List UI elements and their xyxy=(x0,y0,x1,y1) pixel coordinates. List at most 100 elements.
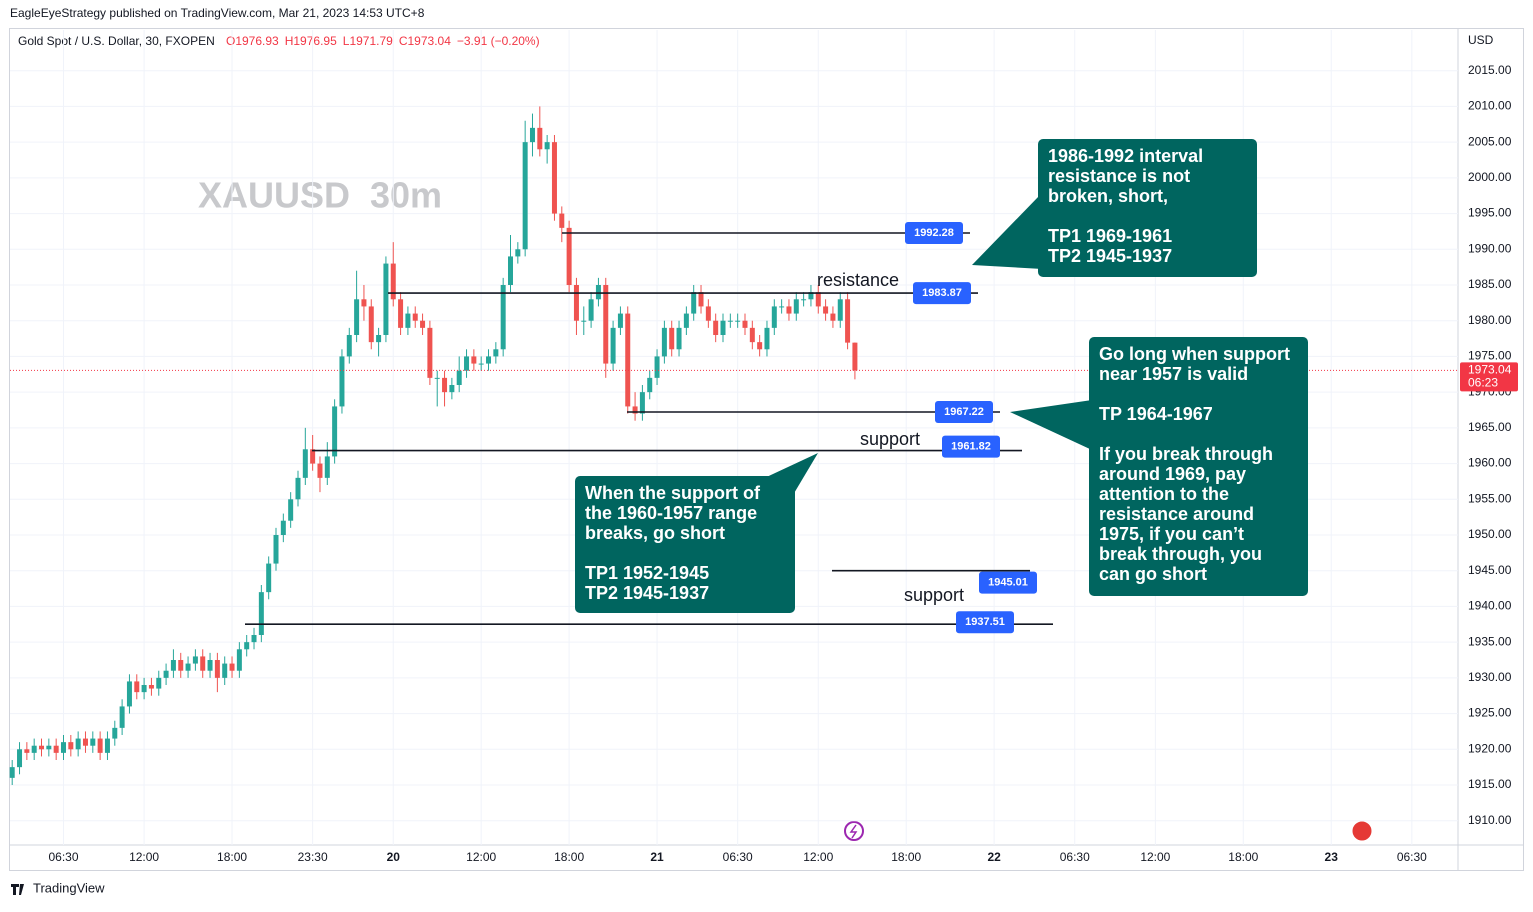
event-icon xyxy=(849,824,858,839)
candle-body xyxy=(486,356,492,364)
candle-body xyxy=(376,335,382,343)
candle-body xyxy=(288,499,294,521)
callout-text: Go long when support xyxy=(1099,344,1290,364)
y-tick-label: 1985.00 xyxy=(1468,277,1512,291)
y-tick-label: 1950.00 xyxy=(1468,527,1512,541)
candle-body xyxy=(207,660,213,671)
candle-body xyxy=(280,520,286,535)
level-label: 1967.22 xyxy=(944,406,984,418)
candle-body xyxy=(244,642,250,650)
event-icon[interactable] xyxy=(844,821,864,841)
candle-body xyxy=(266,563,272,593)
x-tick-label: 06:30 xyxy=(48,850,78,864)
candle-body xyxy=(412,313,418,321)
candle-body xyxy=(683,313,689,328)
candle-body xyxy=(46,745,52,750)
candle-body xyxy=(551,142,557,214)
candle-body xyxy=(617,313,623,328)
candle-body xyxy=(669,327,675,350)
candle-body xyxy=(830,313,836,321)
x-tick-label: 12:00 xyxy=(466,850,496,864)
x-tick-label: 18:00 xyxy=(891,850,921,864)
candle-body xyxy=(522,142,528,250)
candle-body xyxy=(346,335,352,357)
watermark: XAUUSD 30m xyxy=(198,175,442,216)
y-tick-label: 2010.00 xyxy=(1468,99,1512,113)
candle-body xyxy=(595,285,601,300)
ohlc-value: −3.91 (−0.20%) xyxy=(457,34,540,48)
callout-text: near 1957 is valid xyxy=(1099,364,1248,384)
candle-body xyxy=(647,377,653,393)
callout-tail xyxy=(1010,400,1092,450)
symbol: Gold Spot / U.S. Dollar, 30, FXOPEN xyxy=(18,34,215,48)
candle-body xyxy=(808,292,814,300)
candle-body xyxy=(222,663,228,678)
candle-body xyxy=(764,327,770,350)
candle-body xyxy=(332,406,338,457)
candle-body xyxy=(310,449,316,464)
callout-text: breaks, go short xyxy=(585,523,725,543)
candle-body xyxy=(801,299,807,301)
candle-body xyxy=(119,706,125,728)
countdown: 06:23 xyxy=(1468,376,1498,390)
level-label-box xyxy=(979,571,1037,594)
callout-text: attention to the xyxy=(1099,484,1229,504)
candle-body xyxy=(713,320,719,335)
x-tick-label: 06:30 xyxy=(1060,850,1090,864)
candle-body xyxy=(236,649,242,671)
flag-icon[interactable] xyxy=(1351,820,1373,842)
candle-body xyxy=(603,285,609,364)
candle-body xyxy=(75,738,81,750)
y-tick-label: 1945.00 xyxy=(1468,563,1512,577)
y-tick-label: 1995.00 xyxy=(1468,206,1512,220)
level-label: 1945.01 xyxy=(988,577,1028,589)
candle-body xyxy=(200,656,206,671)
last-price-box xyxy=(1460,362,1518,392)
candle-body xyxy=(823,306,829,314)
candle-body xyxy=(53,745,59,753)
callout-text: TP1 1952-1945 xyxy=(585,563,709,583)
candle-body xyxy=(39,745,45,750)
y-tick-label: 1930.00 xyxy=(1468,670,1512,684)
ohlc-value: C1973.04 xyxy=(399,34,451,48)
candle-body xyxy=(295,477,301,500)
candle-body xyxy=(24,749,30,753)
candle-body xyxy=(735,320,741,322)
candle-body xyxy=(449,385,455,393)
candle-body xyxy=(361,299,367,307)
candle-body xyxy=(515,249,521,257)
candle-body xyxy=(588,299,594,321)
x-tick-label: 12:00 xyxy=(129,850,159,864)
candle-body xyxy=(720,320,726,335)
candle-body xyxy=(170,660,176,671)
candle-body xyxy=(90,738,96,746)
candle-body xyxy=(156,677,162,689)
candle-body xyxy=(324,456,330,478)
candle-body xyxy=(815,292,821,307)
candle-body xyxy=(654,356,660,378)
candle-body xyxy=(427,327,433,378)
candle-body xyxy=(405,313,411,328)
candle-body xyxy=(68,742,74,750)
candle-body xyxy=(478,363,484,365)
brand: TradingView xyxy=(33,880,105,895)
y-tick-label: 1915.00 xyxy=(1468,777,1512,791)
level-label: 1992.28 xyxy=(914,227,954,239)
level-label: 1983.87 xyxy=(922,287,962,299)
candle-body xyxy=(104,738,110,753)
y-tick-label: 1990.00 xyxy=(1468,241,1512,255)
level-label-box xyxy=(956,611,1014,634)
y-tick-label: 1955.00 xyxy=(1468,491,1512,505)
candle-body xyxy=(845,299,851,343)
frame xyxy=(9,28,1524,871)
candle-body xyxy=(742,320,748,328)
callout-text: 1986-1992 interval xyxy=(1048,146,1203,166)
x-tick-label: 12:00 xyxy=(803,850,833,864)
candle-body xyxy=(141,685,147,693)
callout-text: TP2 1945-1937 xyxy=(585,583,709,603)
candle-body xyxy=(31,745,37,753)
callout-text: When the support of xyxy=(585,483,761,503)
candle-body xyxy=(302,449,308,478)
candle-body xyxy=(573,285,579,321)
candle-body xyxy=(610,327,616,364)
